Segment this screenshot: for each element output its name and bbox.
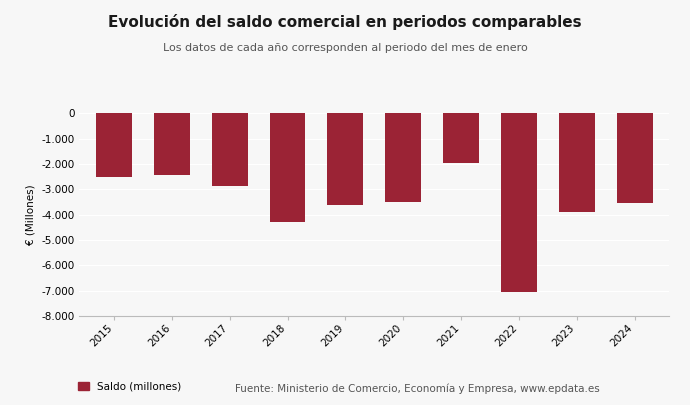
Bar bbox=[501, 113, 537, 292]
Text: Fuente: Ministerio de Comercio, Economía y Empresa, www.epdata.es: Fuente: Ministerio de Comercio, Economía… bbox=[235, 384, 600, 394]
Legend: Saldo (millones): Saldo (millones) bbox=[75, 377, 186, 396]
Bar bbox=[328, 113, 364, 205]
Text: Evolución del saldo comercial en periodos comparables: Evolución del saldo comercial en periodo… bbox=[108, 14, 582, 30]
Bar bbox=[96, 113, 132, 177]
Y-axis label: € (Millones): € (Millones) bbox=[26, 184, 36, 245]
Bar bbox=[270, 113, 306, 222]
Bar bbox=[212, 113, 248, 185]
Bar bbox=[617, 113, 653, 203]
Bar bbox=[154, 113, 190, 175]
Bar bbox=[559, 113, 595, 212]
Bar bbox=[385, 113, 421, 202]
Bar bbox=[443, 113, 479, 163]
Text: Los datos de cada año corresponden al periodo del mes de enero: Los datos de cada año corresponden al pe… bbox=[163, 43, 527, 53]
